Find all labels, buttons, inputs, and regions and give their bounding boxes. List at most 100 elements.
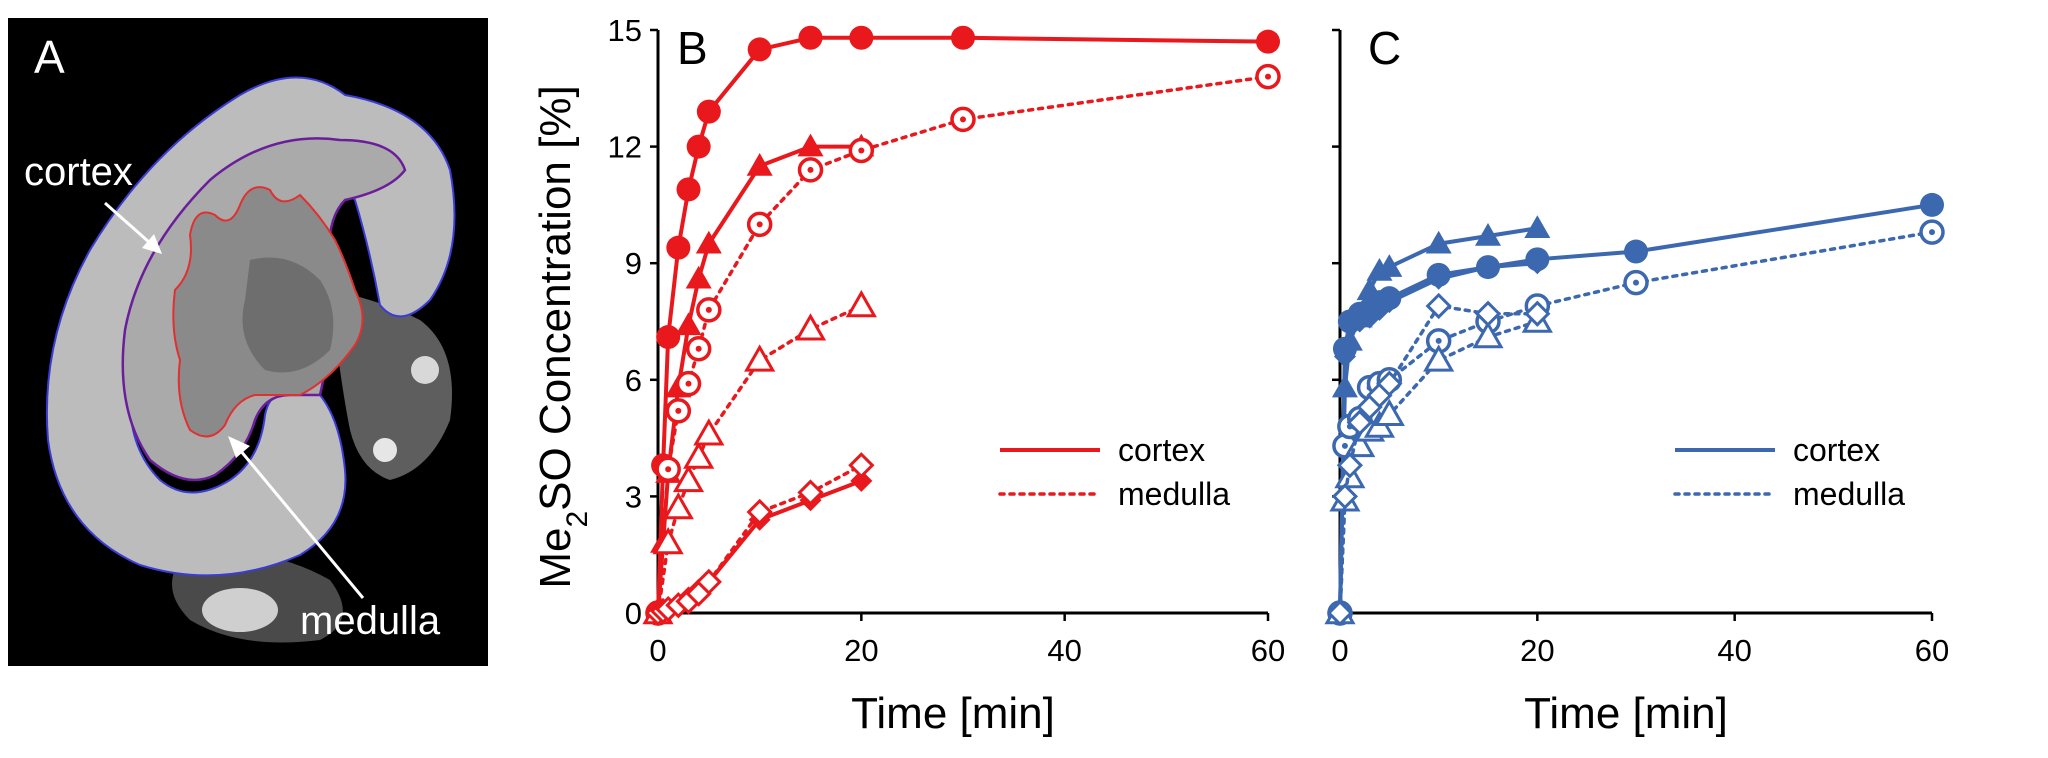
series-medulla-triangle [642,289,877,625]
y-tick-label: 15 [608,13,642,48]
data-point [794,313,827,341]
data-point [848,452,875,479]
legend-label-medulla: medulla [1118,476,1230,512]
data-point [1624,239,1648,264]
data-point [1255,63,1281,90]
data-point [676,177,701,202]
data-point [1331,483,1359,510]
panel-letter-a: A [34,31,65,83]
data-point [655,456,681,482]
y-tick-label: 6 [625,363,642,398]
series-medulla-circle [645,63,1281,626]
data-point [1326,599,1354,627]
panel-letter-b: B [677,22,708,74]
y-tick-label: 3 [625,479,642,514]
data-point [1425,230,1452,254]
data-point [1356,277,1383,301]
data-point [1336,452,1363,479]
data-point [798,25,823,50]
series-medulla-diamond [644,452,875,627]
renal-sinus [242,257,334,373]
x-tick-label: 20 [1520,633,1554,668]
legend-label-cortex: cortex [1793,432,1880,468]
x-axis-label: Time [min] [851,689,1055,738]
panel-letter-c: C [1368,22,1401,74]
y-axis-label: Me2SO Concentration [%] [531,85,594,588]
x-tick-label: 40 [1047,633,1081,668]
data-point [656,325,681,350]
data-point [797,479,824,506]
data-point [1376,370,1403,397]
data-point [746,211,773,238]
data-point [695,230,722,254]
x-tick-label: 40 [1717,633,1751,668]
series-cortex-circle [1328,192,1944,625]
data-point [1376,254,1403,277]
legend-label-medulla: medulla [1793,476,1905,512]
data-point [695,568,722,596]
data-point [1524,215,1551,238]
data-point [1475,222,1501,246]
data-point [696,99,721,124]
data-point [1333,345,1356,368]
x-tick-label: 60 [1251,633,1285,668]
data-point [666,235,691,260]
data-point [685,335,712,362]
cortex-label: cortex [24,150,133,194]
x-tick-label: 0 [649,633,666,668]
data-point [685,265,712,289]
data-point [672,464,705,493]
series-line-cortex-circle [1338,202,1933,614]
x-axis-label: Time [min] [1524,689,1728,738]
kidney-outer-contour [45,76,456,577]
data-point [665,398,692,424]
y-tick-label: 12 [608,130,642,165]
y-tick-label: 0 [625,596,642,631]
data-point [848,137,875,164]
panel-a: A cortex medulla [8,18,488,666]
data-point [1623,269,1649,296]
y-axis-label-main: Me [531,528,580,589]
data-point [797,157,824,183]
data-point [686,134,711,159]
legend-label-cortex: cortex [1118,432,1205,468]
data-point [1526,252,1549,275]
data-point [652,527,684,555]
data-point [951,25,975,50]
data-point [1425,292,1452,320]
x-tick-label: 0 [1331,633,1348,668]
panel-c: C 0 20 40 60 Time [min] cortex medulla [1324,22,1949,738]
data-point [746,153,773,176]
legend: cortex medulla [998,432,1230,512]
data-point [1423,344,1455,372]
data-point [845,289,877,318]
data-point [1472,321,1504,349]
data-point [1474,300,1502,327]
data-point [1477,256,1499,279]
x-tick-label: 20 [844,633,878,668]
series-line-cortex-circle [656,35,1269,614]
medulla-label: medulla [300,599,441,643]
data-point [950,106,976,133]
panel-b: B 0 3 6 9 12 15 0 20 40 60 Time [min] cortex medulla [608,13,1286,738]
data-point [696,297,722,323]
data-point [1336,327,1363,351]
data-point [747,37,772,62]
data-point [1427,267,1450,290]
y-tick-label: 9 [625,246,642,281]
data-point [675,370,702,397]
data-point [1346,409,1373,436]
medulla-arrow [228,436,365,599]
data-point [675,312,702,336]
data-point [744,344,776,372]
data-point [1373,398,1405,427]
data-point [850,469,873,492]
data-point [662,492,694,520]
cortex-arrow [104,201,162,254]
data-point [1524,300,1551,327]
data-point [849,25,874,50]
data-point [1256,29,1280,54]
data-point [1920,192,1944,217]
data-point [1378,291,1401,314]
